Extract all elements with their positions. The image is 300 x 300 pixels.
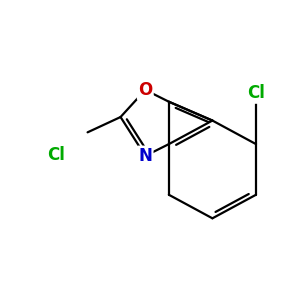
Text: O: O: [138, 81, 152, 99]
Text: Cl: Cl: [247, 85, 265, 103]
Text: N: N: [138, 147, 152, 165]
Text: Cl: Cl: [47, 146, 65, 164]
